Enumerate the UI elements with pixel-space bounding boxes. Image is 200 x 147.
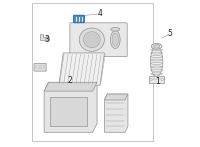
- Ellipse shape: [110, 31, 120, 49]
- Bar: [149, 76, 164, 83]
- Polygon shape: [59, 53, 104, 85]
- Ellipse shape: [112, 33, 119, 46]
- Ellipse shape: [153, 44, 160, 48]
- Polygon shape: [104, 94, 128, 100]
- Polygon shape: [104, 94, 128, 132]
- Polygon shape: [40, 34, 49, 40]
- Text: 2: 2: [67, 76, 72, 85]
- Text: 5: 5: [167, 29, 172, 38]
- Ellipse shape: [83, 32, 100, 48]
- Bar: [32, 3, 153, 141]
- Bar: [50, 97, 87, 126]
- FancyBboxPatch shape: [34, 63, 46, 71]
- Polygon shape: [44, 82, 97, 132]
- Ellipse shape: [79, 28, 104, 51]
- Circle shape: [150, 79, 152, 81]
- Circle shape: [161, 79, 163, 81]
- Ellipse shape: [45, 37, 48, 39]
- Text: 4: 4: [98, 9, 102, 19]
- Ellipse shape: [151, 43, 162, 49]
- Ellipse shape: [111, 27, 120, 31]
- FancyBboxPatch shape: [70, 23, 127, 57]
- Polygon shape: [44, 82, 97, 91]
- Text: 1: 1: [156, 77, 160, 86]
- Text: 3: 3: [44, 35, 49, 44]
- FancyBboxPatch shape: [74, 15, 84, 23]
- Ellipse shape: [150, 47, 163, 76]
